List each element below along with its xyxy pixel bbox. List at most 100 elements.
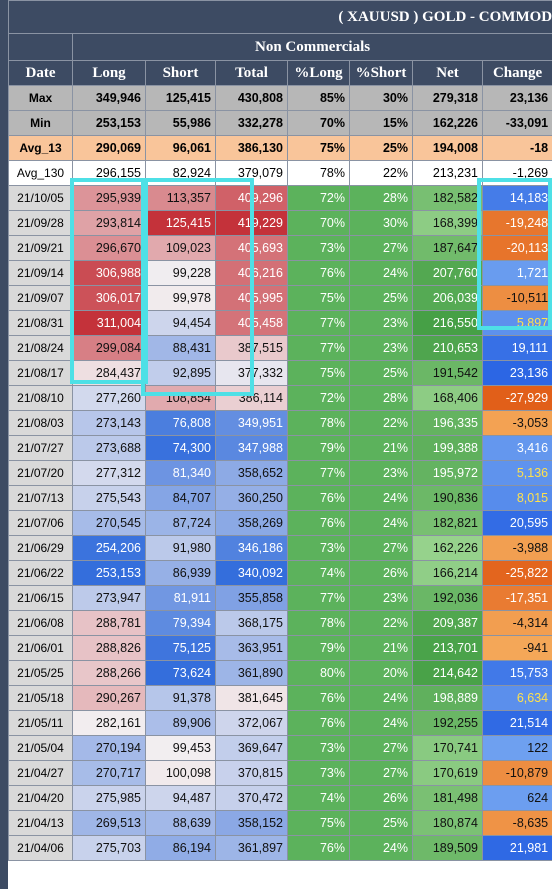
table-cell: -25,822: [481, 560, 552, 586]
table-cell: 77%: [287, 335, 350, 361]
table-cell: 5,897: [481, 310, 552, 336]
table-cell: 306,988: [72, 260, 146, 286]
table-cell: 195,972: [412, 460, 483, 486]
data-row: 21/04/27 270,717 100,098 370,815 73% 27% 170,6…: [8, 760, 552, 786]
table-cell: 370,472: [215, 785, 288, 811]
table-cell: 361,890: [215, 660, 288, 686]
column-header: %Long: [287, 60, 350, 86]
table-cell: 369,647: [215, 735, 288, 761]
table-cell: -20,113: [481, 235, 552, 261]
highlight-box: [477, 178, 552, 330]
table-cell: 79%: [287, 635, 350, 661]
table-cell: -941: [481, 635, 552, 661]
table-cell: 25%: [349, 135, 413, 161]
table-cell: 74%: [287, 785, 350, 811]
table-cell: 346,186: [215, 535, 288, 561]
table-cell: 290,069: [72, 135, 146, 161]
table-cell: 214,642: [412, 660, 483, 686]
table-cell: 277,260: [72, 385, 146, 411]
table-cell: 277,312: [72, 460, 146, 486]
table-cell: 24%: [349, 835, 413, 861]
table-cell: 30%: [349, 85, 413, 111]
date-cell: 21/06/01: [8, 635, 73, 661]
table-cell: 74,300: [145, 435, 216, 461]
date-cell: 21/08/03: [8, 410, 73, 436]
table-cell: 19,111: [481, 335, 552, 361]
table-cell: 73%: [287, 535, 350, 561]
table-cell: 20%: [349, 660, 413, 686]
table-cell: -10,879: [481, 760, 552, 786]
table-cell: 86,194: [145, 835, 216, 861]
data-row: 21/09/28 293,814 125,415 419,229 70% 30% 168,3…: [8, 210, 552, 236]
table-cell: 290,267: [72, 685, 146, 711]
highlight-box: [141, 178, 254, 396]
date-cell: 21/04/27: [8, 760, 73, 786]
date-cell: 21/07/06: [8, 510, 73, 536]
table-cell: 77%: [287, 585, 350, 611]
table-cell: 78%: [287, 410, 350, 436]
highlight-box: [70, 178, 148, 384]
table-cell: 8,015: [481, 485, 552, 511]
table-cell: 216,550: [412, 310, 483, 336]
table-cell: 24%: [349, 710, 413, 736]
table-cell: 23%: [349, 460, 413, 486]
table-cell: 23%: [349, 585, 413, 611]
table-cell: 23%: [349, 310, 413, 336]
table-cell: 70%: [287, 210, 350, 236]
table-cell: 80%: [287, 660, 350, 686]
table-cell: 293,814: [72, 210, 146, 236]
date-cell: 21/08/10: [8, 385, 73, 411]
table-cell: 92,895: [145, 360, 216, 386]
data-row: 21/08/24 299,084 88,431 387,515 77% 23% 210,65…: [8, 335, 552, 361]
table-cell: 295,939: [72, 185, 146, 211]
table-cell: 288,826: [72, 635, 146, 661]
date-cell: 21/08/24: [8, 335, 73, 361]
table-cell: 75%: [287, 285, 350, 311]
date-cell: 21/10/05: [8, 185, 73, 211]
date-cell: Avg_130: [8, 160, 73, 186]
table-cell: 372,067: [215, 710, 288, 736]
table-cell: 358,152: [215, 810, 288, 836]
table-cell: 296,670: [72, 235, 146, 261]
summary-row: Max 349,946 125,415 430,808 85% 30% 279,318 23,…: [8, 85, 552, 111]
table-cell: 30%: [349, 210, 413, 236]
date-cell: 21/06/29: [8, 535, 73, 561]
table-cell: 349,946: [72, 85, 146, 111]
date-cell: Avg_13: [8, 135, 73, 161]
table-cell: 5,136: [481, 460, 552, 486]
table-cell: 349,951: [215, 410, 288, 436]
table-cell: 27%: [349, 735, 413, 761]
table-cell: 358,269: [215, 510, 288, 536]
date-cell: 21/08/17: [8, 360, 73, 386]
table-cell: 23,136: [481, 360, 552, 386]
table-cell: 279,318: [412, 85, 483, 111]
table-cell: 191,542: [412, 360, 483, 386]
table-cell: 189,509: [412, 835, 483, 861]
data-row: 21/09/14 306,988 99,228 406,216 76% 24% 207,76…: [8, 260, 552, 286]
table-cell: 282,161: [72, 710, 146, 736]
data-row: 21/04/20 275,985 94,487 370,472 74% 26% 181,49…: [8, 785, 552, 811]
data-row: 21/10/05 295,939 113,357 409,296 72% 28% 182,5…: [8, 185, 552, 211]
table-cell: 22%: [349, 410, 413, 436]
table-cell: 73%: [287, 735, 350, 761]
table-cell: 386,130: [215, 135, 288, 161]
table-cell: 368,175: [215, 610, 288, 636]
table-cell: 381,645: [215, 685, 288, 711]
table-cell: 181,498: [412, 785, 483, 811]
data-row: 21/07/27 273,688 74,300 347,988 79% 21% 199,38…: [8, 435, 552, 461]
data-row: 21/07/06 270,545 87,724 358,269 76% 24% 182,82…: [8, 510, 552, 536]
table-cell: 192,036: [412, 585, 483, 611]
table-cell: 125,415: [145, 85, 216, 111]
table-cell: 76%: [287, 485, 350, 511]
table-cell: 100,098: [145, 760, 216, 786]
table-cell: 363,951: [215, 635, 288, 661]
table-cell: 24%: [349, 685, 413, 711]
table-cell: 28%: [349, 385, 413, 411]
table-cell: 299,084: [72, 335, 146, 361]
table-cell: 168,399: [412, 210, 483, 236]
table-cell: 76%: [287, 260, 350, 286]
table-cell: -4,314: [481, 610, 552, 636]
table-cell: -18: [481, 135, 552, 161]
column-header: Net: [412, 60, 483, 86]
